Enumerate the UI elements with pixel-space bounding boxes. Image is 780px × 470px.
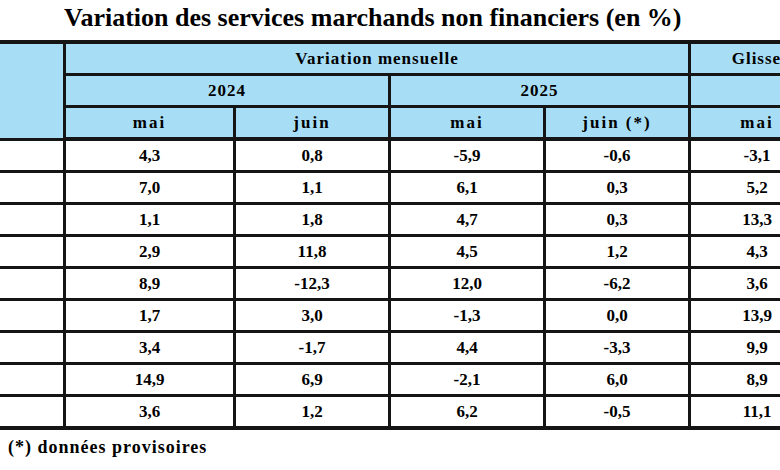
header-juin-2025: juin (*) <box>545 107 690 140</box>
header-variation-mensuelle: Variation mensuelle <box>65 42 690 75</box>
row-label <box>0 236 65 268</box>
cell-mai-2025: -1,3 <box>390 300 545 332</box>
cell-mai-2025: 4,5 <box>390 236 545 268</box>
cell-mai-2024: 4,3 <box>65 139 235 172</box>
cell-juin-2024: 11,8 <box>235 236 390 268</box>
cell-juin-2025: -6,2 <box>545 268 690 300</box>
cell-mai-2025: 4,7 <box>390 204 545 236</box>
cell-juin-2024: -1,7 <box>235 332 390 364</box>
cell-mai-2024: 8,9 <box>65 268 235 300</box>
table-row: 2,9 11,8 4,5 1,2 4,3 <box>0 236 780 268</box>
cell-juin-2024: -12,3 <box>235 268 390 300</box>
table-row: 3,6 1,2 6,2 -0,5 11,1 <box>0 396 780 429</box>
cell-mai-2025: 6,2 <box>390 396 545 429</box>
cell-juin-2025: 0,0 <box>545 300 690 332</box>
row-label <box>0 396 65 429</box>
cell-juin-2025: -0,6 <box>545 139 690 172</box>
table-title: Variation des services marchands non fin… <box>64 3 682 33</box>
cell-mai-2024: 2,9 <box>65 236 235 268</box>
cell-mai-glissement: 8,9 <box>690 364 780 396</box>
cell-juin-2024: 1,2 <box>235 396 390 429</box>
table-row: 14,9 6,9 -2,1 6,0 8,9 <box>0 364 780 396</box>
header-row-months: mai juin mai juin (*) mai <box>0 107 780 140</box>
cell-juin-2025: -0,5 <box>545 396 690 429</box>
table-body: 4,3 0,8 -5,9 -0,6 -3,1 7,0 1,1 6,1 0,3 5… <box>0 139 780 428</box>
table-row: 4,3 0,8 -5,9 -0,6 -3,1 <box>0 139 780 172</box>
cell-juin-2025: 0,3 <box>545 172 690 204</box>
row-label <box>0 139 65 172</box>
table-row: 1,1 1,8 4,7 0,3 13,3 <box>0 204 780 236</box>
header-row-years: 2024 2025 <box>0 75 780 107</box>
header-juin-2024: juin <box>235 107 390 140</box>
header-row-sections: Variation mensuelle Glissement annuel <box>0 42 780 75</box>
header-year-2024: 2024 <box>65 75 390 107</box>
cell-mai-glissement: 9,9 <box>690 332 780 364</box>
cell-mai-2025: -2,1 <box>390 364 545 396</box>
cell-mai-2024: 1,7 <box>65 300 235 332</box>
table-row: 8,9 -12,3 12,0 -6,2 3,6 <box>0 268 780 300</box>
table-row: 3,4 -1,7 4,4 -3,3 9,9 <box>0 332 780 364</box>
header-glissement: Glissement annuel <box>690 42 780 75</box>
table-row: 7,0 1,1 6,1 0,3 5,2 <box>0 172 780 204</box>
cell-juin-2025: 0,3 <box>545 204 690 236</box>
cell-juin-2025: -3,3 <box>545 332 690 364</box>
row-label <box>0 204 65 236</box>
cell-mai-2025: -5,9 <box>390 139 545 172</box>
cell-mai-glissement: 11,1 <box>690 396 780 429</box>
header-mai-glissement: mai <box>690 107 780 140</box>
statistics-table: Variation mensuelle Glissement annuel 20… <box>0 40 780 430</box>
cell-mai-glissement: 13,9 <box>690 300 780 332</box>
header-year-glissement <box>690 75 780 107</box>
cell-mai-glissement: 5,2 <box>690 172 780 204</box>
page: Variation des services marchands non fin… <box>0 0 780 470</box>
cell-mai-2024: 1,1 <box>65 204 235 236</box>
row-label <box>0 172 65 204</box>
header-mai-2025: mai <box>390 107 545 140</box>
cell-juin-2025: 1,2 <box>545 236 690 268</box>
row-label <box>0 268 65 300</box>
cell-juin-2024: 1,8 <box>235 204 390 236</box>
cell-juin-2024: 1,1 <box>235 172 390 204</box>
footnote-donnees-provisoires: (*) données provisoires <box>8 437 207 458</box>
cell-mai-2024: 7,0 <box>65 172 235 204</box>
cell-mai-2024: 3,4 <box>65 332 235 364</box>
row-label-column-header <box>0 42 65 139</box>
cell-mai-2024: 3,6 <box>65 396 235 429</box>
table-header: Variation mensuelle Glissement annuel 20… <box>0 42 780 139</box>
cell-mai-glissement: 3,6 <box>690 268 780 300</box>
cell-juin-2024: 3,0 <box>235 300 390 332</box>
cell-mai-2025: 4,4 <box>390 332 545 364</box>
header-year-2025: 2025 <box>390 75 690 107</box>
cell-juin-2025: 6,0 <box>545 364 690 396</box>
cell-mai-2025: 6,1 <box>390 172 545 204</box>
cell-juin-2024: 0,8 <box>235 139 390 172</box>
table-row: 1,7 3,0 -1,3 0,0 13,9 <box>0 300 780 332</box>
cell-mai-glissement: -3,1 <box>690 139 780 172</box>
cell-mai-2024: 14,9 <box>65 364 235 396</box>
cell-mai-glissement: 13,3 <box>690 204 780 236</box>
cell-juin-2024: 6,9 <box>235 364 390 396</box>
cell-mai-2025: 12,0 <box>390 268 545 300</box>
header-mai-2024: mai <box>65 107 235 140</box>
row-label <box>0 364 65 396</box>
row-label <box>0 332 65 364</box>
row-label <box>0 300 65 332</box>
cell-mai-glissement: 4,3 <box>690 236 780 268</box>
